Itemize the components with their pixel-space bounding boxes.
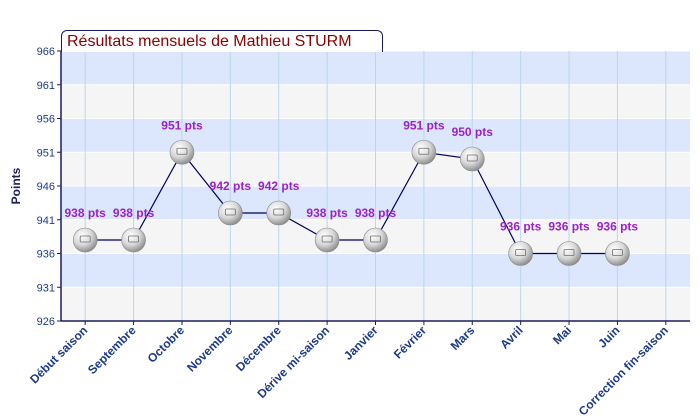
data-point	[508, 241, 533, 266]
x-tick-label: Octobre	[145, 323, 188, 366]
data-label: 938 pts	[113, 206, 155, 220]
data-point	[556, 241, 582, 266]
data-point	[459, 146, 485, 172]
data-label: 938 pts	[355, 206, 397, 220]
data-label: 936 pts	[548, 220, 590, 234]
y-tick-label: 926	[37, 316, 55, 328]
y-tick-label: 961	[37, 80, 55, 92]
x-tick-label: Juin	[595, 323, 622, 350]
data-label: 951 pts	[403, 118, 445, 132]
x-tick-label: Novembre	[184, 323, 236, 375]
data-point	[121, 227, 146, 253]
x-tick-label: Décembre	[233, 323, 284, 374]
data-point	[363, 227, 388, 253]
data-point	[72, 227, 98, 253]
vertical-gridlines	[84, 51, 667, 321]
data-point	[411, 139, 437, 165]
data-label: 950 pts	[452, 125, 494, 139]
x-tick-label: Avril	[497, 323, 525, 351]
data-label: 942 pts	[258, 179, 300, 193]
x-tick-label: Début saison	[27, 323, 90, 386]
y-tick-label: 931	[37, 282, 55, 294]
y-tick-label: 941	[37, 215, 55, 227]
chart-title: Résultats mensuels de Mathieu STURM	[61, 30, 383, 52]
data-point	[169, 139, 195, 165]
data-label: 938 pts	[65, 206, 107, 220]
y-tick-label: 951	[37, 147, 55, 159]
x-tick-label: Janvier	[341, 323, 381, 363]
data-label: 936 pts	[500, 220, 542, 234]
y-tick-label: 936	[37, 249, 55, 261]
x-tick-label: Février	[391, 323, 429, 361]
y-axis-label: Points	[9, 167, 23, 204]
data-label: 936 pts	[597, 220, 639, 234]
x-tick-label: Correction fin-saison	[576, 323, 671, 418]
x-tick-label: Septembre	[85, 323, 139, 377]
data-labels: 938 pts 938 pts 951 pts 942 pts 942 pts 938 p…	[65, 118, 639, 233]
y-tick-labels: 926 931 936 941 946 951 956 961 966	[37, 46, 55, 328]
data-point	[605, 241, 630, 266]
data-point	[218, 200, 243, 226]
data-points	[72, 139, 630, 266]
axes	[57, 50, 690, 325]
x-tick-label: Mai	[550, 323, 574, 347]
y-tick-label: 966	[37, 46, 55, 58]
data-label: 938 pts	[306, 206, 348, 220]
y-tick-label: 956	[37, 114, 55, 126]
x-tick-label: Mars	[448, 323, 478, 353]
data-label: 951 pts	[161, 118, 203, 132]
data-point	[266, 200, 292, 226]
data-label: 942 pts	[210, 179, 252, 193]
data-point	[314, 227, 340, 253]
y-tick-label: 946	[37, 181, 55, 193]
